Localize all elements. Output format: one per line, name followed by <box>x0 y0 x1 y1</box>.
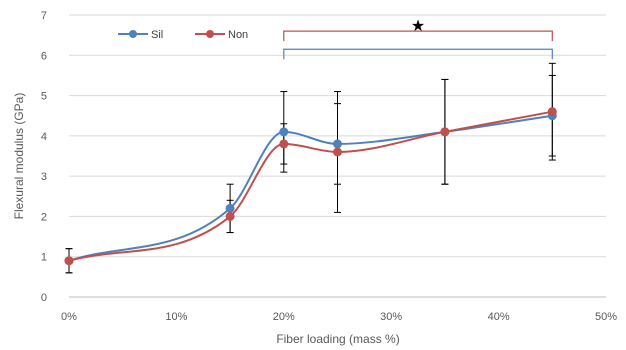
y-tick-label: 1 <box>41 252 47 264</box>
legend-marker <box>206 30 214 38</box>
y-tick-label: 7 <box>41 10 47 22</box>
series-line-sil <box>68 114 553 262</box>
x-tick-label: 10% <box>165 311 187 323</box>
series-line-non <box>68 110 553 262</box>
series <box>64 62 557 274</box>
x-tick-label: 0% <box>61 311 77 323</box>
axes: 0 1 2 3 4 5 6 7 0% 10% 20% 30% 40% 50% <box>41 10 617 323</box>
data-point-non <box>279 139 289 149</box>
y-tick-label: 3 <box>41 171 47 183</box>
data-point-non <box>64 256 74 266</box>
significance-bracket <box>283 48 553 60</box>
x-tick-label: 20% <box>273 311 295 323</box>
y-tick-label: 4 <box>41 131 47 143</box>
data-point-sil <box>279 127 289 137</box>
x-axis-title: Fiber loading (mass %) <box>276 332 399 346</box>
legend: Sil Non <box>118 29 248 41</box>
legend-label: Sil <box>151 29 163 41</box>
data-point-non <box>333 147 342 157</box>
annotations: ★ <box>283 18 553 60</box>
data-point-sil <box>225 203 235 213</box>
x-tick-label: 40% <box>488 311 510 323</box>
data-point-non <box>440 127 450 137</box>
y-axis-title: Flexural modulus (GPa) <box>12 93 26 220</box>
data-point-non <box>547 107 557 117</box>
significance-bracket <box>283 30 553 42</box>
legend-label: Non <box>228 29 248 41</box>
legend-marker <box>129 30 137 38</box>
x-tick-label: 30% <box>380 311 402 323</box>
significance-star-icon: ★ <box>411 18 425 35</box>
y-tick-label: 5 <box>41 91 47 103</box>
y-tick-label: 0 <box>41 292 47 304</box>
y-tick-label: 2 <box>41 211 47 223</box>
data-point-sil <box>333 139 342 149</box>
x-tick-label: 50% <box>595 311 617 323</box>
data-point-non <box>225 211 235 221</box>
y-tick-label: 6 <box>41 50 47 62</box>
